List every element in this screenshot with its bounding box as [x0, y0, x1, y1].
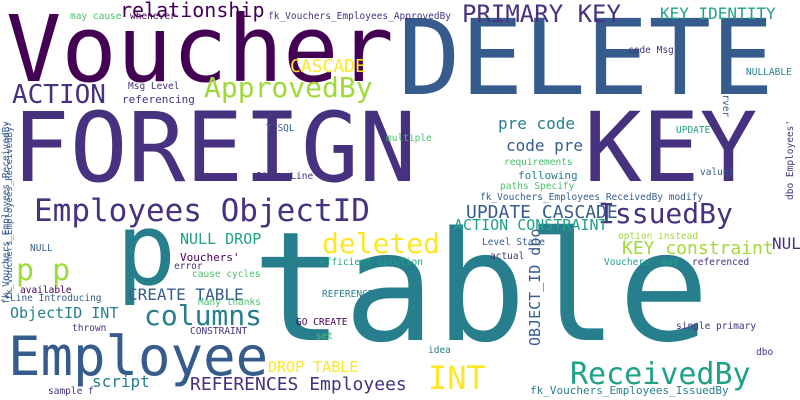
word-foreign: FOREIGN: [12, 100, 417, 196]
word-many-thanks: Many thanks: [198, 298, 261, 308]
word-references: REFERENCES: [322, 290, 379, 300]
word-single-primary: single primary: [676, 322, 756, 332]
word-set: set: [316, 332, 333, 342]
word-paths-specify: paths Specify: [500, 182, 574, 192]
word-requirements: requirements: [504, 158, 573, 168]
word-cascade: CASCADE: [290, 58, 366, 76]
word-approvedby: ApprovedBy: [204, 74, 373, 102]
word-nullable: NULLABLE: [746, 68, 792, 78]
word-sample-f: sample f: [48, 387, 94, 397]
word-int: INT: [428, 362, 486, 394]
word-script: script: [92, 374, 150, 390]
word-key-constraint: KEY constraint: [622, 240, 774, 258]
word-deleted: deleted: [322, 230, 440, 258]
word-action: ACTION: [12, 82, 106, 108]
word-t-sql: T SQL: [266, 124, 295, 134]
word-fk-receivedby-apostrophe: fk_Vouchers_Employees_ReceivedBy': [6, 121, 15, 300]
word-multiple: multiple: [386, 134, 432, 144]
word-pre-code: pre code: [498, 116, 575, 132]
word-state-line: State Line: [256, 172, 313, 182]
word-option-instead: option instead: [618, 232, 698, 242]
word-line-introducing: Line Introducing: [10, 294, 102, 304]
word-code-msg: code Msg: [628, 46, 674, 56]
word-idea: idea: [428, 346, 451, 356]
word-employees-objectid: Employees ObjectID: [34, 196, 370, 227]
word-primary-key: PRIMARY KEY: [462, 2, 621, 26]
word-objectid-int: ObjectID INT: [10, 306, 118, 321]
word-fk-issuedby: fk_Vouchers_Employees_IssuedBy: [530, 385, 729, 396]
word-msg-level: Msg Level: [128, 82, 179, 92]
word-fk-approvedby: fk_Vouchers_Employees_ApprovedBy: [268, 12, 451, 22]
word-values: values: [700, 168, 734, 178]
word-vouchers-may: Vouchers' may: [604, 258, 678, 268]
word-drop-table: DROP TABLE: [268, 360, 358, 375]
word-fk-receivedby-modify: fk_Vouchers_Employees_ReceivedBy modify: [480, 193, 703, 203]
word-cause-cycles: cause cycles: [192, 270, 261, 280]
word-dbo-employees: dbo Employees': [786, 120, 796, 200]
word-p-p: p p: [16, 256, 70, 286]
word-go-create: GO CREATE: [296, 318, 347, 328]
word-references-employees: REFERENCES Employees: [190, 376, 407, 394]
word-dbo: dbo: [756, 348, 773, 358]
word-efficient-solution: efficient solution: [320, 258, 423, 268]
word-null-drop: NULL DROP: [180, 232, 261, 247]
word-sql-server: SQL Server: [721, 60, 731, 117]
word-update: UPDATE: [676, 126, 710, 136]
word-code-pre: code pre: [506, 138, 583, 154]
word-referenced: referenced: [692, 258, 749, 268]
word-level-state: Level State: [482, 238, 545, 248]
word-thrown: thrown: [72, 324, 106, 334]
word-referencing: referencing: [122, 94, 195, 105]
word-following: following: [518, 170, 578, 181]
word-constraint: CONSTRAINT: [190, 327, 247, 337]
word-whenever: whenever: [130, 12, 176, 22]
word-key-identity: KEY IDENTITY: [660, 6, 776, 22]
word-may-cause: may cause: [70, 12, 121, 22]
word-actual: actual: [490, 252, 524, 262]
word-null-primary: NULL PRIMARY: [772, 236, 800, 252]
word-issuedby: IssuedBy: [598, 200, 733, 228]
word-null: NULL: [30, 244, 53, 254]
